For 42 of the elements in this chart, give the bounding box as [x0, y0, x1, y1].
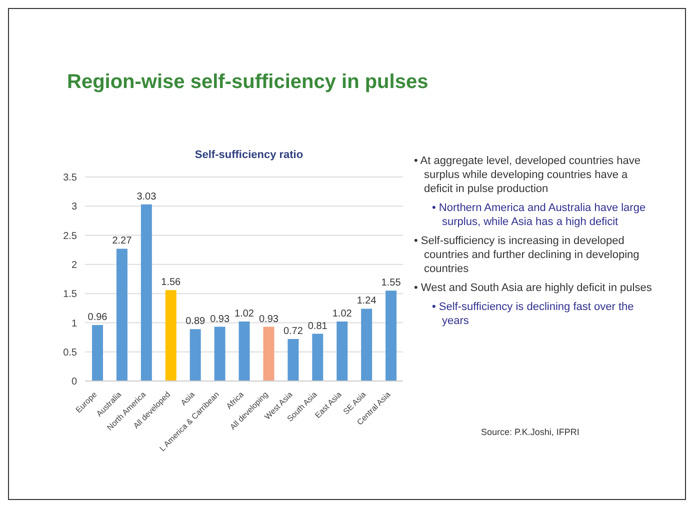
bar	[361, 308, 372, 381]
text: • At aggregate level, developed countries have surplus while developing countries have a deficit in pulse production	[414, 154, 642, 196]
text: • West and South Asia are highly deficit in pulses	[414, 281, 653, 295]
data-label: 1.55	[381, 278, 402, 289]
data-label: 1.02	[332, 308, 352, 320]
data-label: 1.24	[356, 296, 377, 307]
bar	[312, 334, 324, 381]
y-tick-label: 1.5	[63, 289, 78, 300]
bar	[92, 325, 103, 381]
y-tick-label: 3	[71, 202, 78, 213]
text: • Northern America and Australia have large surplus, while Asia has a high deficit	[432, 201, 647, 229]
bar	[140, 204, 152, 381]
data-label: 2.27	[112, 236, 132, 247]
y-tick-label: 2.5	[63, 230, 78, 242]
bar	[116, 248, 128, 381]
y-tick-label: 3.5	[63, 172, 78, 184]
bar	[238, 322, 250, 381]
data-label: 1.02	[234, 308, 254, 320]
data-label: 3.03	[136, 191, 157, 202]
source-note: Source: P.K.Joshi, IFPRI	[481, 427, 580, 437]
bar	[165, 290, 176, 381]
data-label: 0.96	[88, 312, 108, 324]
data-label: 0.89	[186, 316, 206, 328]
data-label: 0.93	[258, 314, 279, 325]
bar	[386, 290, 397, 381]
chart-subtitle: Self-sufficiency ratio	[194, 149, 304, 161]
data-label: 0.72	[283, 326, 304, 338]
chart-title: Region-wise self-sufficiency in pulses	[67, 71, 428, 94]
y-tick-label: 0	[71, 376, 78, 388]
bar	[190, 329, 201, 381]
y-tick-label: 2	[71, 260, 78, 271]
bar	[336, 322, 348, 381]
data-label: 1.56	[161, 277, 182, 288]
text: • Self-sufficiency is declining fast over the years	[432, 300, 635, 328]
data-label: 0.93	[210, 314, 230, 325]
y-tick-label: 1	[71, 318, 78, 330]
bar	[263, 326, 274, 381]
text: • Self-sufficiency is increasing in developed countries and further declining in developing countries	[414, 234, 640, 276]
bar	[288, 339, 299, 381]
bar	[214, 326, 226, 381]
y-tick-label: 0.5	[63, 347, 78, 358]
data-label: 0.81	[308, 320, 328, 332]
